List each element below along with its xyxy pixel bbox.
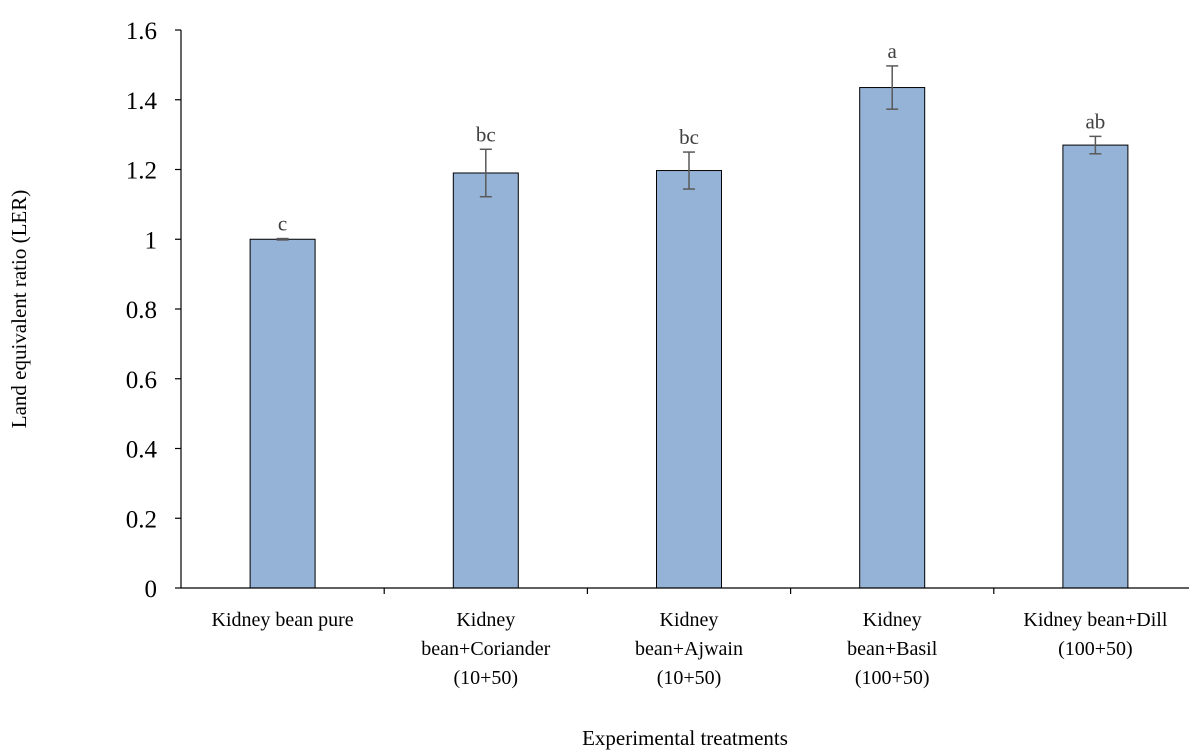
x-axis-ticks: [383, 588, 995, 594]
bar: [656, 170, 722, 589]
x-category-label: Kidney bean+Basil (100+50): [847, 609, 938, 689]
bars: [249, 87, 1129, 589]
significance-letter: bc: [679, 125, 699, 149]
error-bar: [1089, 135, 1102, 155]
y-tick-label: 1.4: [126, 88, 158, 115]
significance-letter: bc: [476, 122, 496, 146]
x-category-label: Kidney bean+Coriander (10+50): [421, 609, 550, 689]
y-tick-label: 0.2: [126, 506, 157, 533]
error-bar: [276, 237, 289, 241]
x-category-label-line: Kidney: [863, 609, 922, 631]
y-tick-label: 1.2: [126, 158, 157, 185]
x-category-label: Kidney bean pure: [212, 609, 354, 631]
x-category-label-line: bean+Coriander: [421, 638, 550, 660]
y-tick-label: 1.6: [126, 18, 157, 45]
x-category-label: Kidney bean+Ajwain (10+50): [635, 609, 743, 689]
significance-letter: a: [888, 39, 898, 63]
x-category-label-line: bean+Basil: [847, 638, 938, 660]
y-axis-title: Land equivalent ratio (LER): [7, 190, 31, 429]
y-tick-label: 0.4: [126, 437, 158, 464]
x-category-label-line: (100+50): [855, 667, 930, 689]
y-tick-label: 1: [145, 227, 158, 254]
x-category-label-line: (10+50): [657, 667, 722, 689]
significance-letter: c: [278, 212, 287, 236]
x-axis-category-labels: Kidney bean pure Kidney bean+Coriander (10+…: [212, 609, 1168, 689]
error-bar: [886, 65, 899, 110]
x-category-label-line: (100+50): [1058, 638, 1133, 660]
significance-letter: ab: [1085, 109, 1105, 133]
bar: [249, 238, 316, 589]
error-bars: [276, 65, 1102, 241]
error-bar: [479, 148, 492, 198]
x-category-label: Kidney bean+Dill (100+50): [1023, 609, 1167, 660]
bar: [859, 87, 926, 589]
x-category-label-line: bean+Ajwain: [635, 638, 743, 660]
y-tick-label: 0.6: [126, 367, 157, 394]
y-tick-label: 0.8: [126, 297, 157, 324]
error-bar: [683, 151, 695, 190]
y-axis-ticks: 0 0.2 0.4 0.6 0.8 1 1.2 1.4 1.6: [126, 18, 181, 603]
x-category-label-line: Kidney bean+Dill: [1023, 609, 1167, 631]
x-category-label-line: Kidney: [456, 609, 515, 631]
x-category-label-line: (10+50): [453, 667, 518, 689]
x-axis-title: Experimental treatments: [582, 726, 788, 750]
significance-letters: c bc bc a ab: [278, 39, 1105, 236]
y-tick-label: 0: [145, 576, 158, 603]
x-category-label-line: Kidney: [660, 609, 719, 631]
bar: [452, 172, 519, 589]
x-category-label-line: Kidney bean pure: [212, 609, 354, 631]
bar: [1062, 144, 1129, 589]
